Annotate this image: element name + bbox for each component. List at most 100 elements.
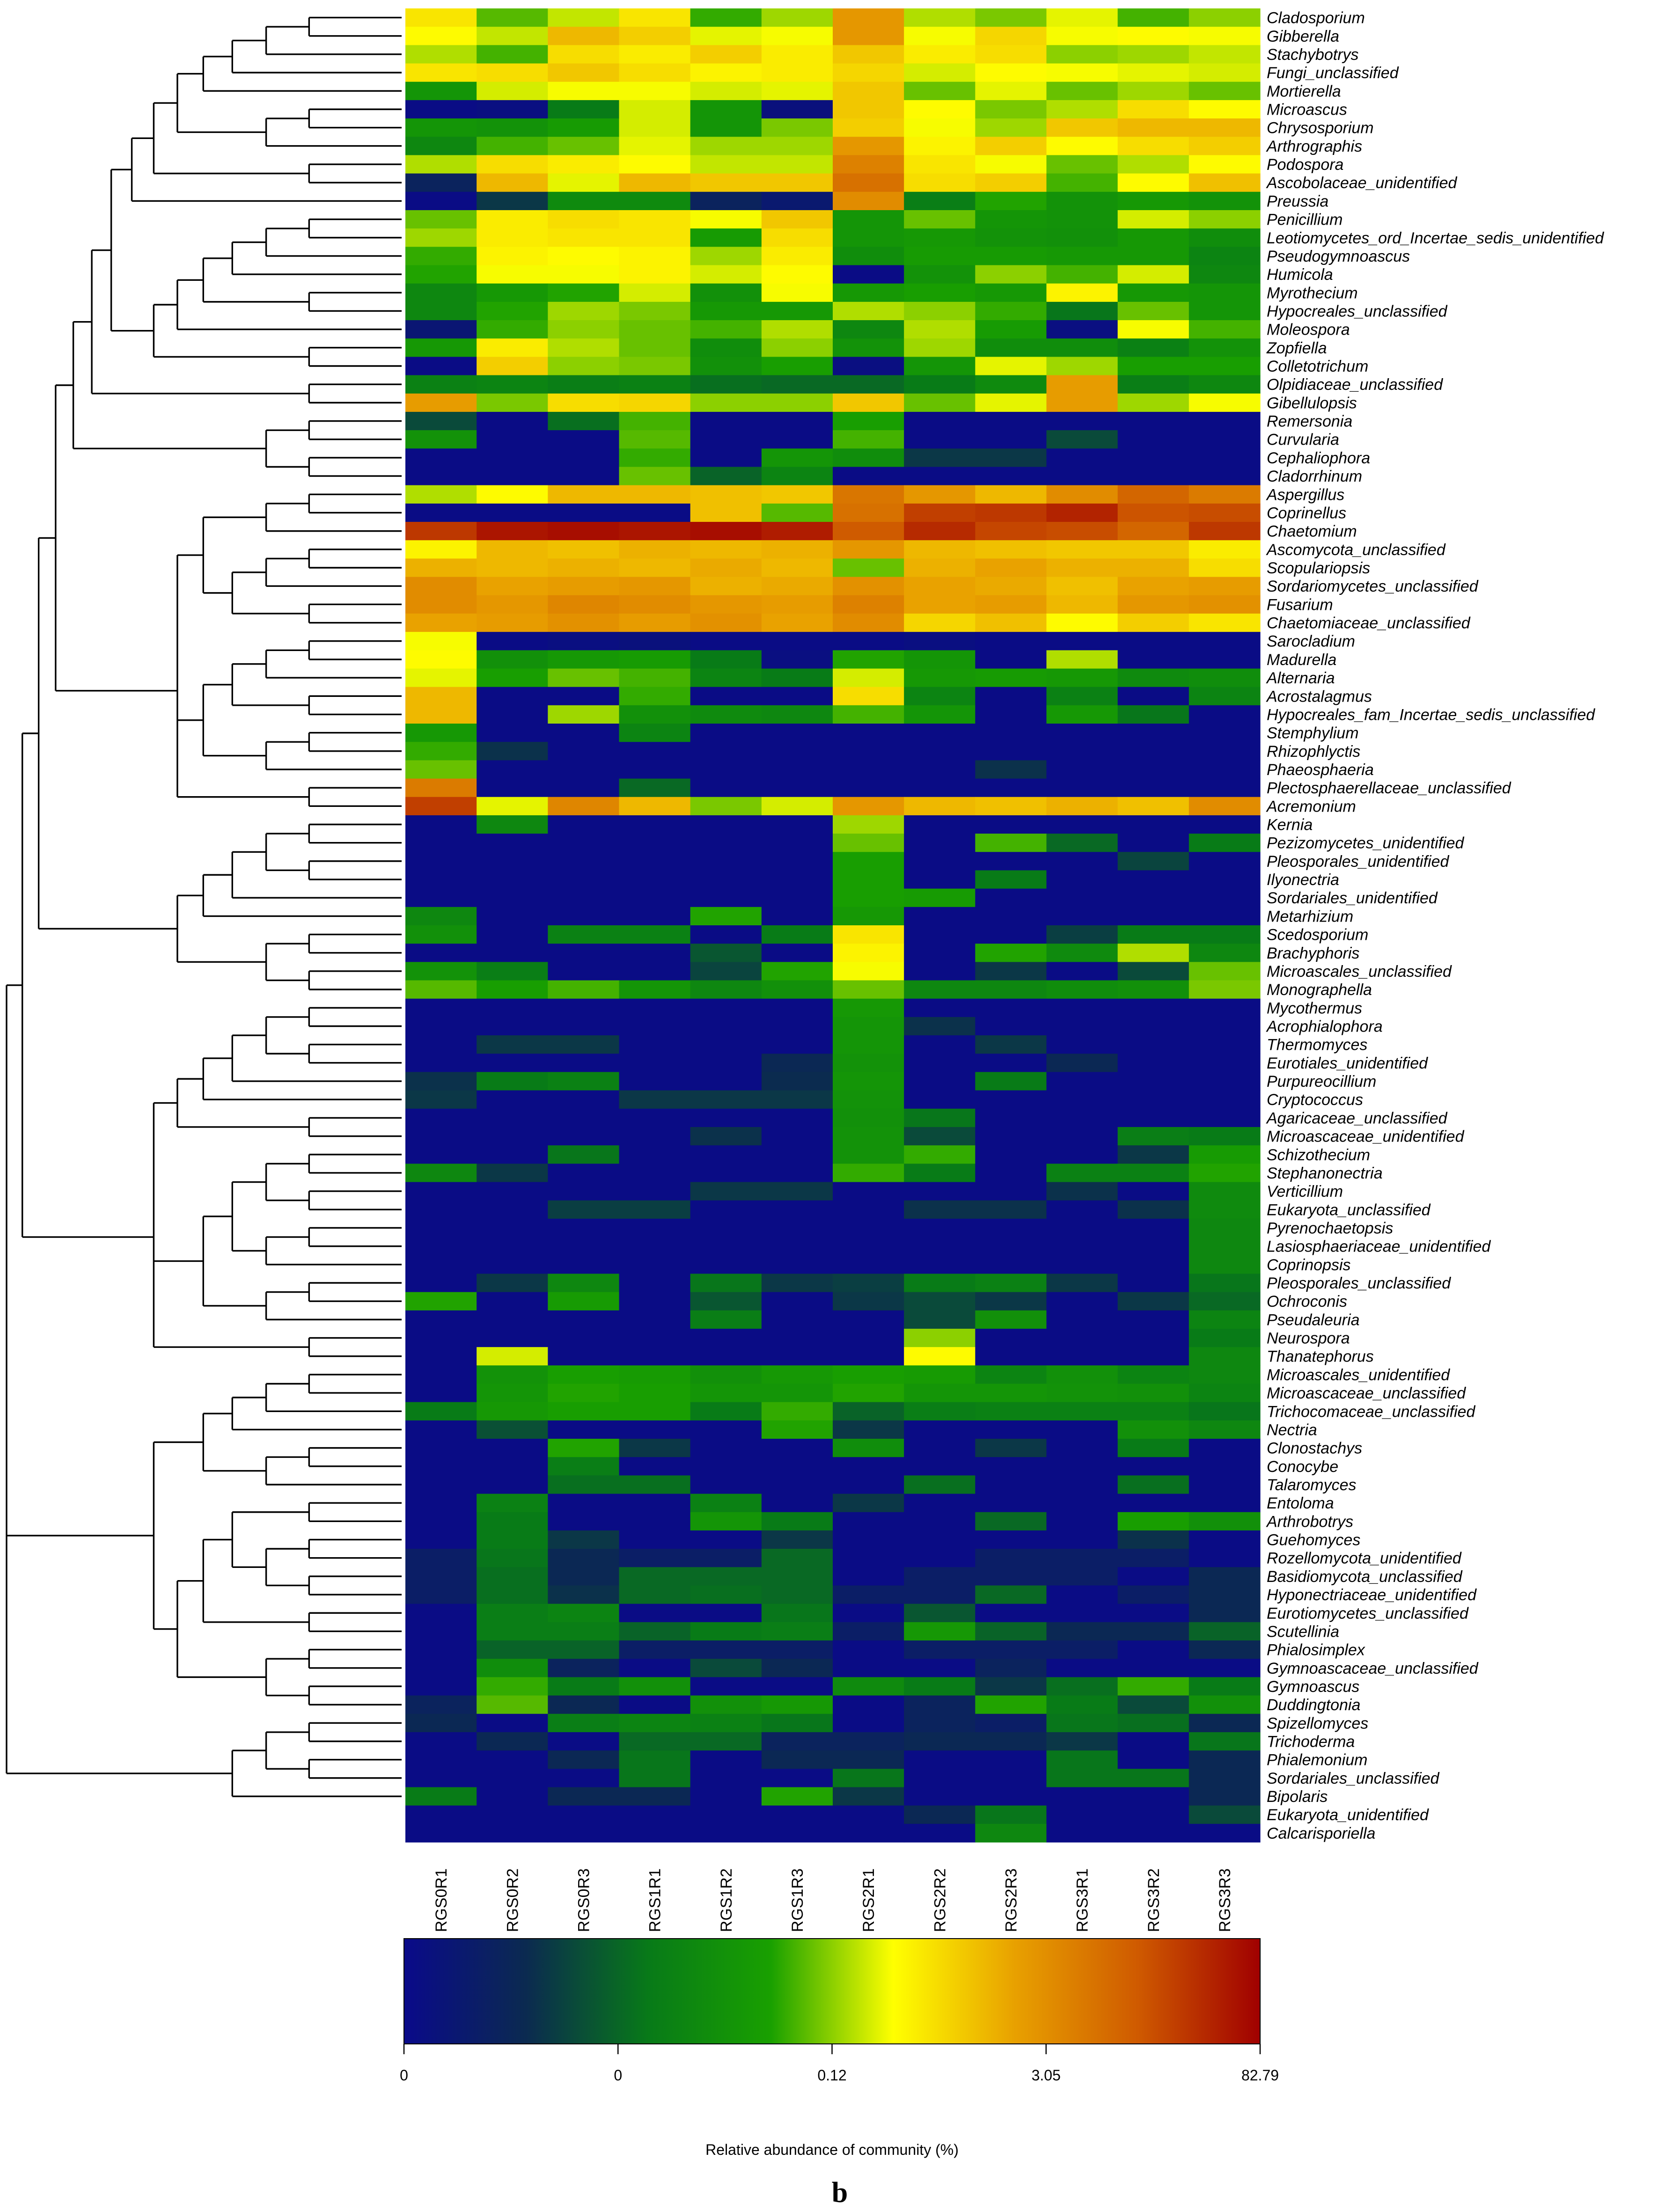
heatmap-cell — [761, 228, 833, 247]
heatmap-cell — [548, 815, 620, 834]
heatmap-cell — [975, 191, 1047, 211]
heatmap-cell — [904, 870, 976, 889]
heatmap-cell — [1117, 1787, 1189, 1806]
heatmap-cell — [405, 27, 477, 45]
heatmap-cell — [1117, 1603, 1189, 1623]
heatmap-cell — [761, 632, 833, 651]
heatmap-cell — [1117, 1035, 1189, 1054]
heatmap-cell — [1188, 137, 1261, 156]
heatmap-cell — [1046, 1713, 1118, 1733]
heatmap-cell — [761, 797, 833, 816]
heatmap-cell — [904, 301, 976, 321]
heatmap-cell — [548, 1274, 620, 1293]
heatmap-cell — [477, 540, 548, 559]
heatmap-cell — [690, 265, 762, 284]
heatmap-cell — [548, 357, 620, 376]
heatmap-cell — [1117, 1347, 1189, 1366]
heatmap-cell — [1046, 632, 1118, 651]
heatmap-cell — [405, 283, 477, 302]
heatmap-cell — [904, 1750, 976, 1769]
heatmap-cell — [477, 760, 548, 779]
heatmap-cell — [975, 944, 1047, 962]
row-label: Fusarium — [1267, 596, 1333, 614]
heatmap-cell — [405, 1072, 477, 1091]
heatmap-cell — [1117, 1585, 1189, 1604]
heatmap-cell — [904, 778, 976, 798]
heatmap-cell — [1188, 834, 1261, 852]
heatmap-cell — [477, 1164, 548, 1183]
column-label: RGS2R1 — [860, 1868, 878, 1932]
heatmap-cell — [1046, 1475, 1118, 1494]
color-scale-tick-label: 0.12 — [817, 2067, 846, 2084]
heatmap-cell — [904, 1402, 976, 1421]
heatmap-cell — [761, 962, 833, 981]
row-label: Cephaliophora — [1267, 449, 1370, 467]
heatmap-cell — [405, 1328, 477, 1347]
heatmap-cell — [975, 778, 1047, 798]
heatmap-cell — [477, 1787, 548, 1806]
row-label: Microascaceae_unclassified — [1267, 1384, 1466, 1402]
heatmap-cell — [405, 925, 477, 944]
heatmap-cell — [1188, 1787, 1261, 1806]
heatmap-cell — [405, 650, 477, 669]
heatmap-cell — [904, 63, 976, 82]
heatmap-cell — [690, 1017, 762, 1036]
heatmap-cell — [904, 1695, 976, 1714]
heatmap-cell — [405, 1310, 477, 1329]
heatmap-cell — [619, 228, 691, 247]
heatmap-cell — [904, 8, 976, 27]
heatmap-cell — [904, 137, 976, 156]
heatmap-cell — [619, 870, 691, 889]
heatmap-cell — [690, 1677, 762, 1696]
heatmap-cell — [975, 210, 1047, 229]
heatmap-cell — [1046, 320, 1118, 339]
row-label: Basidiomycota_unclassified — [1267, 1568, 1463, 1586]
heatmap-cell — [405, 1640, 477, 1659]
heatmap-cell — [548, 228, 620, 247]
heatmap-cell — [690, 815, 762, 834]
column-label: RGS0R3 — [575, 1868, 593, 1932]
heatmap-cell — [690, 1457, 762, 1476]
heatmap-cell — [975, 1402, 1047, 1421]
heatmap-cell — [761, 173, 833, 192]
heatmap-cell — [1188, 1677, 1261, 1696]
heatmap-cell — [690, 1090, 762, 1109]
heatmap-cell — [1117, 577, 1189, 596]
heatmap-cell — [1046, 760, 1118, 779]
heatmap-cell — [690, 1200, 762, 1219]
heatmap-cell — [904, 1182, 976, 1201]
heatmap-cell — [548, 1310, 620, 1329]
row-label: Chaetomiaceae_unclassified — [1267, 615, 1471, 632]
heatmap-cell — [904, 1164, 976, 1183]
heatmap-cell — [690, 411, 762, 431]
heatmap-cell — [975, 1218, 1047, 1237]
heatmap-cell — [1188, 980, 1261, 999]
heatmap-cell — [833, 81, 904, 101]
heatmap-cell — [405, 944, 477, 962]
row-label: Olpidiaceae_unclassified — [1267, 376, 1443, 394]
heatmap-cell — [904, 1732, 976, 1751]
heatmap-cell — [405, 778, 477, 798]
heatmap-cell — [477, 742, 548, 761]
heatmap-cell — [690, 283, 762, 302]
heatmap-cell — [1188, 650, 1261, 669]
heatmap-cell — [1188, 467, 1261, 486]
heatmap-cell — [904, 540, 976, 559]
heatmap-cell — [548, 1164, 620, 1183]
heatmap-cell — [477, 1549, 548, 1567]
heatmap-cell — [975, 1274, 1047, 1293]
heatmap-cell — [477, 1512, 548, 1531]
heatmap-cell — [761, 1494, 833, 1513]
heatmap-cell — [975, 467, 1047, 486]
heatmap-cell — [405, 210, 477, 229]
heatmap-cell — [477, 870, 548, 889]
heatmap-cell — [619, 834, 691, 852]
heatmap-cell — [619, 1823, 691, 1843]
heatmap-cell — [690, 1310, 762, 1329]
heatmap-cell — [1046, 1237, 1118, 1256]
heatmap-cell — [1117, 1695, 1189, 1714]
heatmap-cell — [619, 1255, 691, 1274]
row-label: Microascaceae_unidentified — [1267, 1128, 1465, 1146]
row-label: Monographella — [1267, 981, 1372, 999]
heatmap-cell — [477, 1659, 548, 1677]
